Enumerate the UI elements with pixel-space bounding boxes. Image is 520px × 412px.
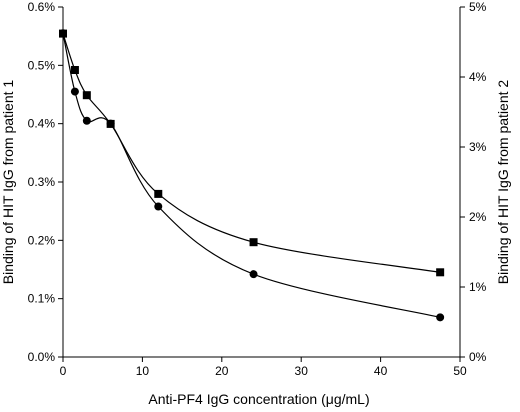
circle-marker [154, 202, 163, 211]
y-tick-label: 0.2% [28, 233, 56, 247]
left-y-axis-title: Binding of HIT IgG from patient 1 [0, 80, 16, 285]
y-tick-label: 0.5% [28, 58, 56, 72]
y2-tick-label: 1% [469, 280, 487, 294]
right-y-axis-title: Binding of HIT IgG from patient 2 [495, 80, 511, 285]
x-tick-label: 50 [453, 364, 467, 378]
x-tick-label: 20 [215, 364, 229, 378]
x-axis-title: Anti-PF4 IgG concentration (μg/mL) [148, 391, 369, 407]
square-marker [436, 268, 445, 277]
x-tick-label: 10 [136, 364, 150, 378]
series-line [62, 33, 441, 273]
plot-frame [62, 7, 461, 358]
circle-marker [436, 313, 445, 322]
square-marker [249, 238, 258, 247]
circle-marker [82, 116, 91, 125]
series-line [62, 33, 441, 318]
square-marker [154, 189, 163, 198]
y-tick-label: 0.6% [28, 0, 56, 14]
series-1 [59, 29, 445, 322]
series-layer [59, 29, 445, 322]
square-marker [70, 66, 79, 74]
square-marker [59, 29, 67, 38]
y2-tick-label: 5% [469, 0, 487, 14]
x-axis: 0 10 20 30 40 50 [60, 357, 467, 378]
circle-marker [70, 87, 79, 96]
y-tick-label: 0.1% [28, 292, 56, 306]
x-tick-label: 0 [60, 364, 67, 378]
square-marker [82, 91, 91, 100]
left-y-axis: 0.0% 0.1% 0.2% 0.3% 0.4% 0.5% 0.6% [28, 0, 63, 364]
x-tick-label: 40 [374, 364, 388, 378]
y-tick-label: 0.3% [28, 175, 56, 189]
square-marker [106, 119, 115, 128]
y-tick-label: 0.0% [28, 350, 56, 364]
right-y-axis: 0% 1% 2% 3% 4% 5% [460, 0, 487, 364]
y-tick-label: 0.4% [28, 117, 56, 131]
y2-tick-label: 4% [469, 70, 487, 84]
y2-tick-label: 3% [469, 140, 487, 154]
y2-tick-label: 0% [469, 350, 487, 364]
x-tick-label: 30 [295, 364, 309, 378]
y2-tick-label: 2% [469, 210, 487, 224]
series-2 [59, 29, 445, 277]
circle-marker [249, 270, 258, 279]
